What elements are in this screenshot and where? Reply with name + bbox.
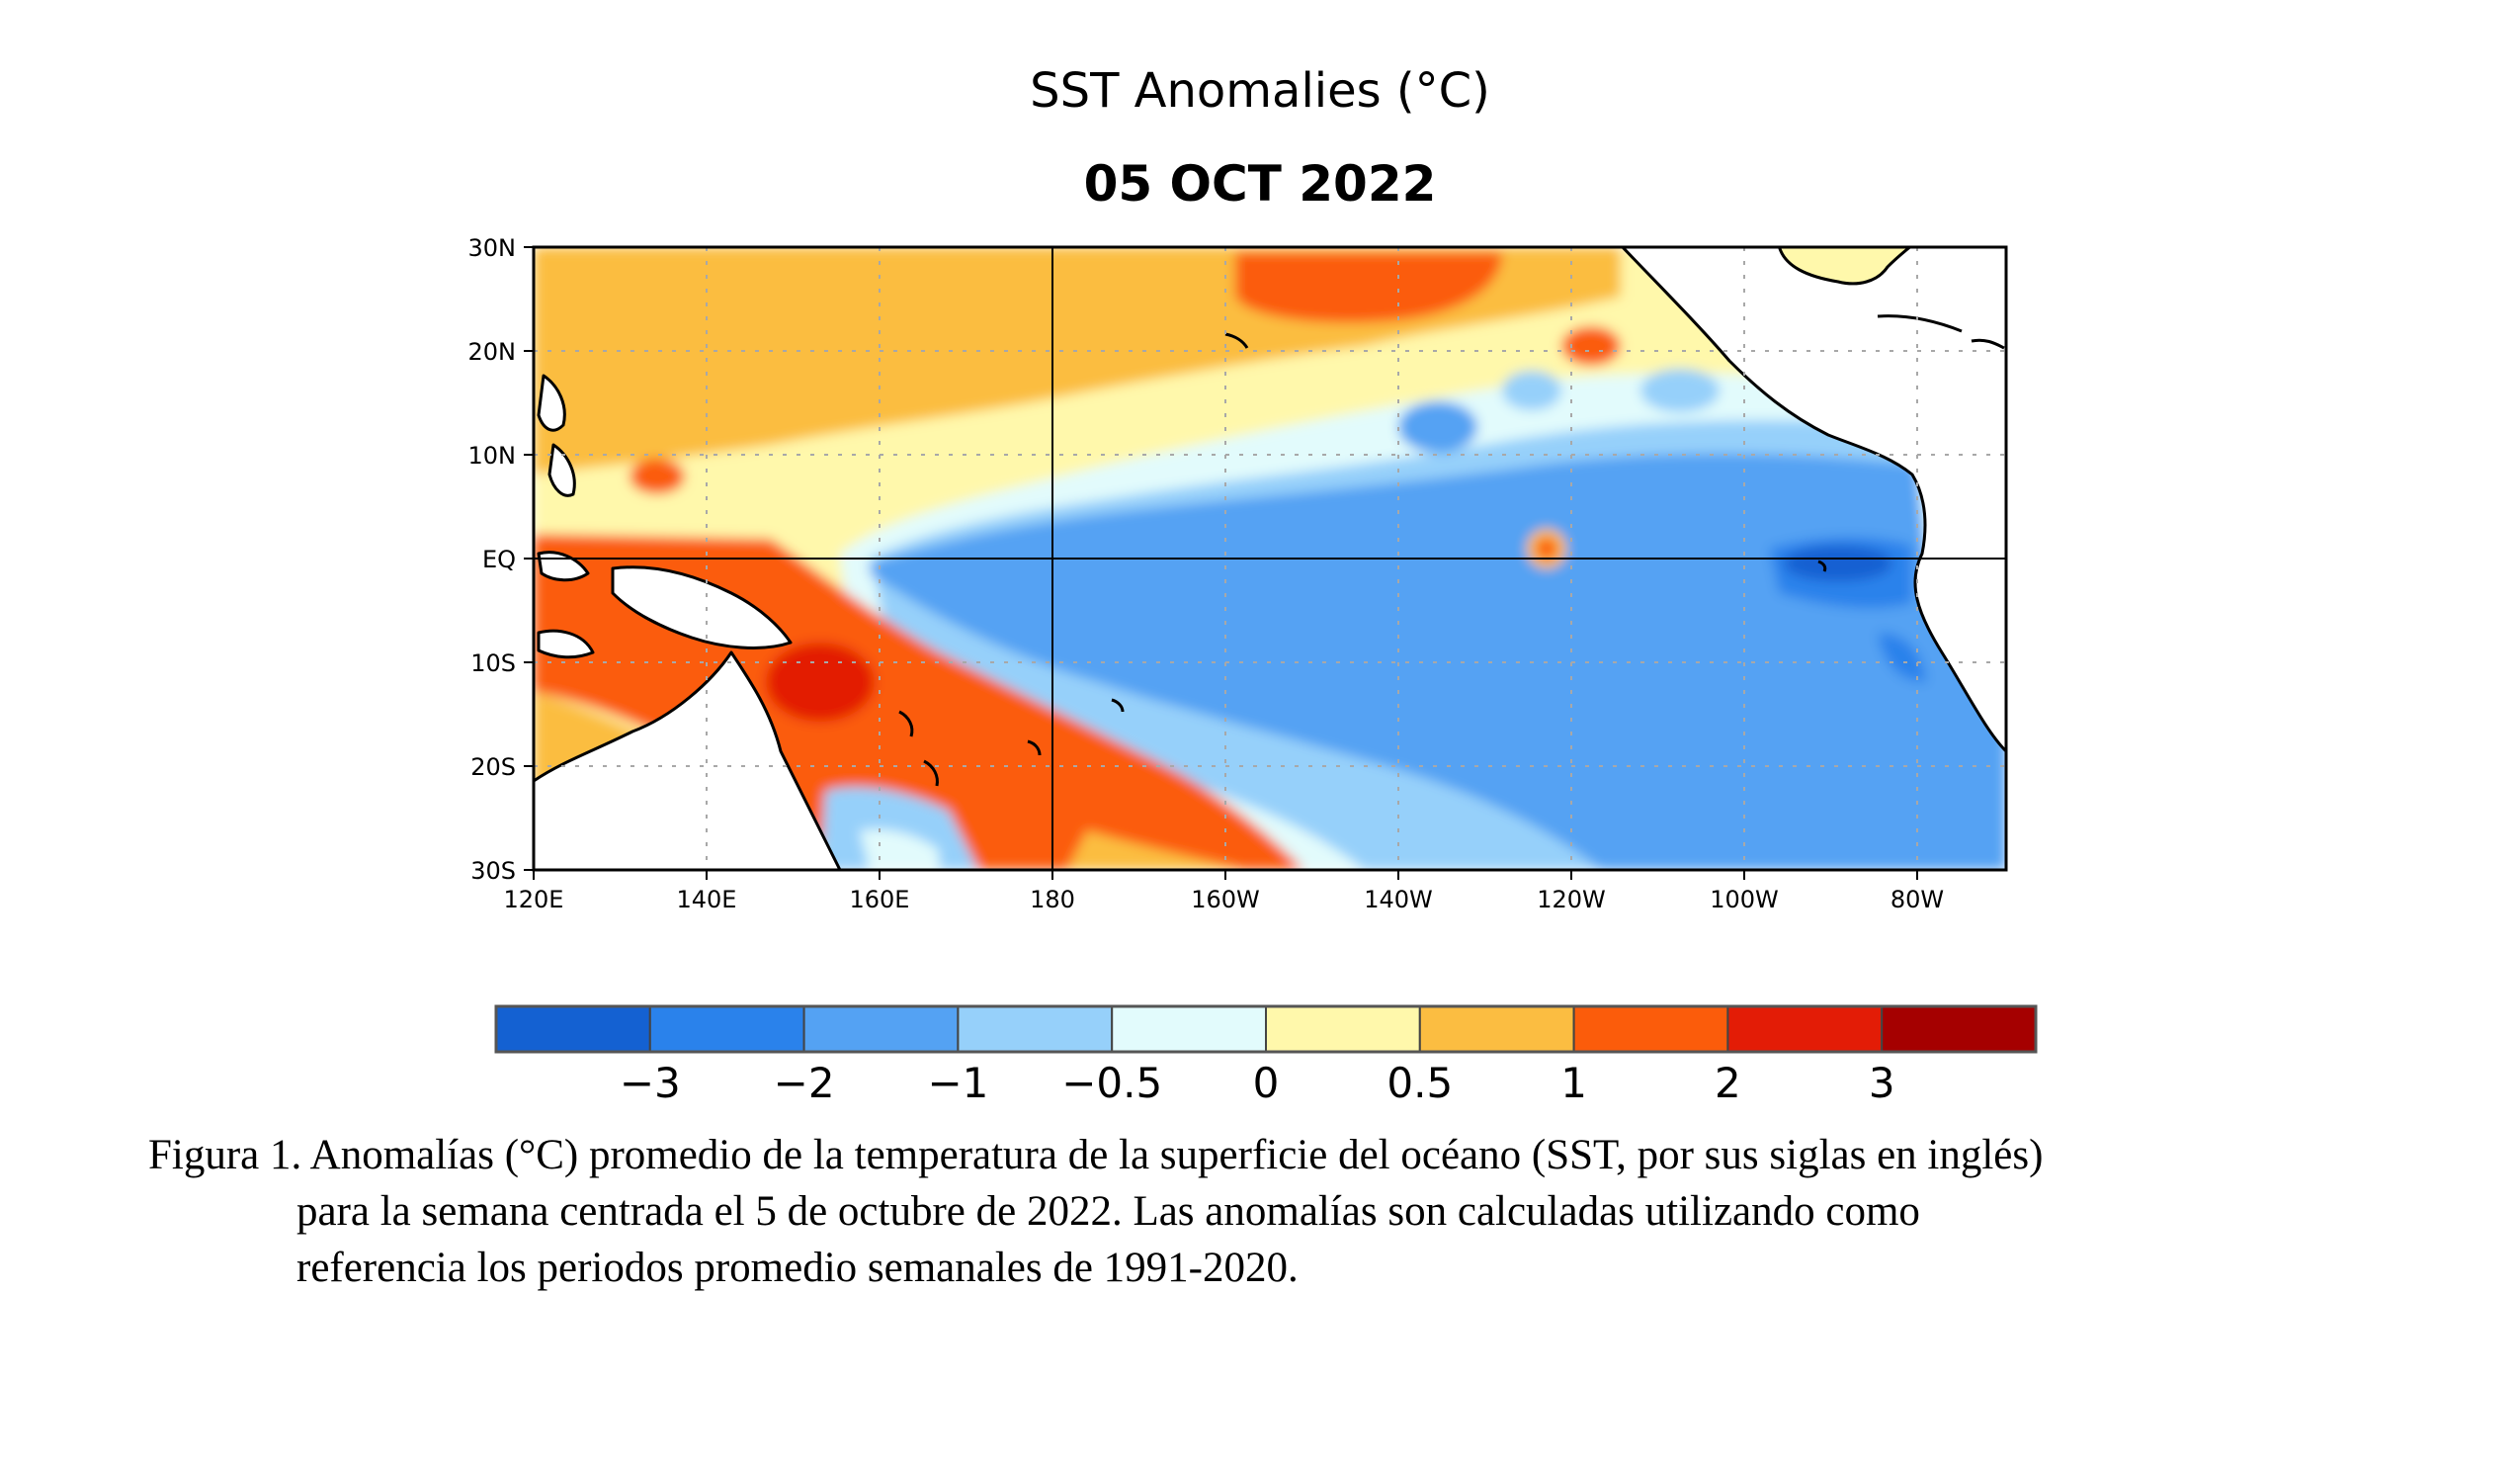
lat-label: EQ <box>482 546 516 573</box>
colorbar-label: 0 <box>1253 1059 1280 1107</box>
colorbar-label: −3 <box>620 1059 681 1107</box>
lon-label: 160E <box>850 886 910 913</box>
colorbar-label: 2 <box>1715 1059 1741 1107</box>
lon-label: 120E <box>504 886 564 913</box>
colorbar-swatch <box>1418 1005 1575 1053</box>
caption-line: para la semana centrada el 5 de octubre … <box>296 1188 1920 1235</box>
map-title: SST Anomalies (°C) <box>1030 63 1490 119</box>
lon-label: 140E <box>677 886 737 913</box>
colorbar: −3 −2 −1 −0.5 0 0.5 1 2 3 <box>494 1004 2038 1107</box>
colorbar-frame <box>494 1004 2038 1054</box>
lat-label: 30N <box>468 234 517 262</box>
colorbar-swatch <box>1726 1005 1884 1053</box>
land-masses <box>534 247 2006 870</box>
caption-line: referencia los periodos promedio semanal… <box>296 1245 1299 1291</box>
latitude-labels: 30N 20N 10N EQ 10S 20S 30S <box>468 234 517 885</box>
lon-label: 180 <box>1030 886 1075 913</box>
colorbar-swatch <box>1572 1005 1729 1053</box>
colorbar-label: −0.5 <box>1061 1059 1162 1107</box>
lon-label: 80W <box>1890 886 1944 913</box>
colorbar-label: 1 <box>1560 1059 1587 1107</box>
colorbar-label: −1 <box>927 1059 988 1107</box>
colorbar-swatch <box>495 1005 651 1053</box>
colorbar-label: 3 <box>1869 1059 1895 1107</box>
caption-line: Figura 1. Anomalías (°C) promedio de la … <box>148 1132 2044 1178</box>
lat-label: 30S <box>470 857 516 885</box>
colorbar-label: −2 <box>774 1059 835 1107</box>
lat-label: 20N <box>468 338 517 366</box>
lat-label: 20S <box>470 753 516 781</box>
colorbar-swatch <box>957 1005 1114 1053</box>
lat-label: 10N <box>468 442 517 470</box>
colorbar-label: 0.5 <box>1386 1059 1453 1107</box>
lon-label: 100W <box>1710 886 1779 913</box>
colorbar-swatch <box>1111 1005 1267 1053</box>
sst-anomaly-figure: 30N 20N 10N EQ 10S 20S 30S 120E 140E 160… <box>468 234 2038 1107</box>
map-panel: 30N 20N 10N EQ 10S 20S 30S 120E 140E 160… <box>468 234 2008 913</box>
lat-label: 10S <box>470 649 516 677</box>
lon-label: 120W <box>1537 886 1606 913</box>
figure-caption: Figura 1. Anomalías (°C) promedio de la … <box>148 1127 2421 1296</box>
longitude-labels: 120E 140E 160E 180 160W 140W 120W 100W 8… <box>504 886 1945 913</box>
colorbar-swatch <box>802 1005 960 1053</box>
lon-label: 140W <box>1364 886 1433 913</box>
map-gridlines <box>534 247 2006 870</box>
lon-label: 160W <box>1191 886 1260 913</box>
colorbar-swatch <box>648 1005 805 1053</box>
map-date: 05 OCT 2022 <box>1083 155 1437 213</box>
colorbar-swatch <box>1265 1005 1421 1053</box>
axis-ticks <box>524 246 1918 880</box>
colorbar-swatch <box>1881 1005 2037 1053</box>
